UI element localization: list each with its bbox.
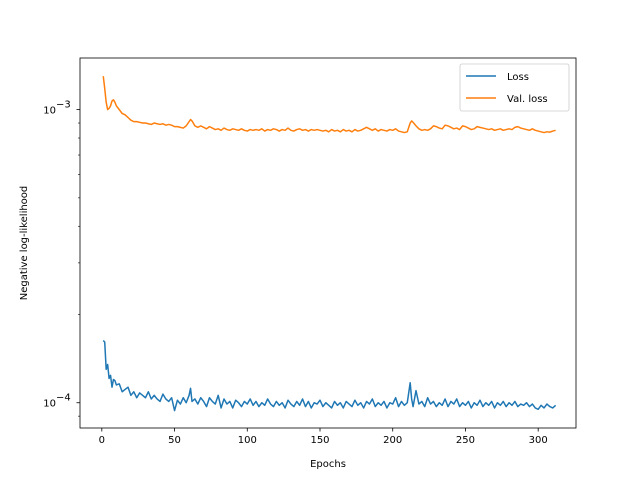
x-tick-label: 250 [456, 435, 475, 446]
series-layer [102, 76, 557, 412]
legend-label-loss: Loss [507, 72, 529, 83]
plot-area [80, 58, 576, 428]
legend: Loss Val. loss [459, 63, 570, 112]
series-line-val-loss [102, 76, 556, 134]
y-tick-label-exponent: −3 [56, 100, 71, 111]
plot-frame [79, 57, 577, 429]
y-tick-label: 10 [43, 399, 56, 410]
y-axis-ticks: 10−410−3 [43, 100, 80, 417]
y-tick-label-exponent: −4 [56, 393, 71, 404]
x-axis-label: Epochs [310, 459, 346, 470]
x-tick-label: 300 [529, 435, 548, 446]
x-tick-label: 100 [238, 435, 257, 446]
x-axis-ticks: 0 50 100 150 200 250 300 [99, 428, 548, 446]
series-line-loss [102, 340, 557, 412]
x-tick-label: 50 [168, 435, 181, 446]
x-tick-label: 200 [383, 435, 402, 446]
y-tick-label: 10 [43, 106, 56, 117]
legend-label-val-loss: Val. loss [507, 94, 548, 105]
x-tick-label: 150 [310, 435, 329, 446]
x-tick-label: 0 [99, 435, 105, 446]
y-axis-label: Negative log-likelihood [19, 186, 30, 301]
